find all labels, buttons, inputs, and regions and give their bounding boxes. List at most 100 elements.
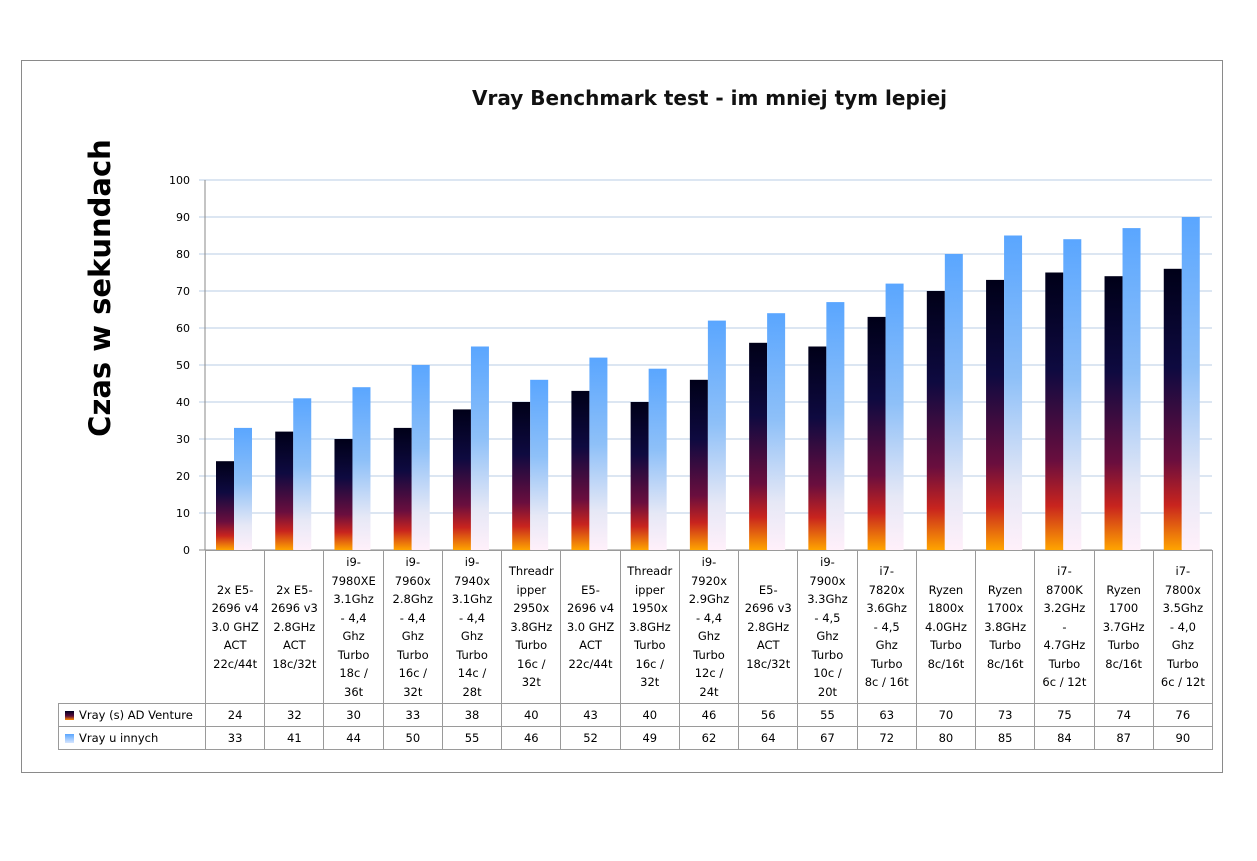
value-cell: 49 <box>619 726 680 750</box>
legend-label: Vray (s) AD Venture <box>79 707 193 722</box>
category-label: i7- 8700K 3.2GHz - 4.7GHz Turbo 6c / 12t <box>1034 550 1095 704</box>
value-cell: 43 <box>560 703 621 727</box>
value-cell: 56 <box>738 703 799 727</box>
y-tick-label: 90 <box>176 211 190 224</box>
bar-u-innych <box>234 427 252 550</box>
y-tick-label: 60 <box>176 322 190 335</box>
y-tick-label: 10 <box>176 507 190 520</box>
legend-entry: Vray u innych <box>58 726 206 750</box>
y-tick-label: 20 <box>176 470 190 483</box>
category-label: Ryzen 1800x 4.0GHz Turbo 8c/16t <box>915 550 977 704</box>
bar-u-innych <box>1063 239 1082 550</box>
value-cell: 70 <box>915 703 977 727</box>
value-cell: 32 <box>264 703 325 727</box>
value-cell: 67 <box>797 726 858 750</box>
value-cell: 33 <box>382 703 443 727</box>
category-label: i9- 7920x 2.9Ghz - 4,4 Ghz Turbo 12c / 2… <box>678 550 740 704</box>
category-label: i9- 7980XE 3.1Ghz - 4,4 Ghz Turbo 18c / … <box>323 550 384 704</box>
y-tick-label: 40 <box>176 396 190 409</box>
value-cell: 40 <box>501 703 562 727</box>
value-cell: 72 <box>856 726 917 750</box>
bar-u-innych <box>944 254 963 550</box>
bar-ad-venture <box>512 402 531 550</box>
value-cell: 85 <box>975 726 1036 750</box>
bar-ad-venture <box>216 461 234 550</box>
category-label: i7- 7800x 3.5Ghz - 4,0 Ghz Turbo 6c / 12… <box>1152 550 1213 704</box>
category-label: Ryzen 1700 3.7GHz Turbo 8c/16t <box>1093 550 1154 704</box>
bar-u-innych <box>767 313 786 550</box>
category-label: Threadr ipper 1950x 3.8GHz Turbo 16c / 3… <box>619 550 680 704</box>
bar-ad-venture <box>926 291 945 550</box>
value-cell: 87 <box>1093 726 1154 750</box>
value-cell: 44 <box>323 726 384 750</box>
value-cell: 24 <box>204 703 266 727</box>
value-cell: 30 <box>323 703 384 727</box>
value-cell: 76 <box>1152 703 1213 727</box>
value-cell: 90 <box>1152 726 1213 750</box>
bar-u-innych <box>352 387 371 550</box>
chart-title: Vray Benchmark test - im mniej tym lepie… <box>472 86 948 110</box>
value-cell: 84 <box>1034 726 1095 750</box>
bar-u-innych <box>470 346 489 550</box>
value-cell: 40 <box>619 703 680 727</box>
value-cell: 46 <box>501 726 562 750</box>
value-cell: 55 <box>441 726 503 750</box>
gridlines <box>199 179 1212 551</box>
bar-ad-venture <box>571 390 590 550</box>
bar-ad-venture <box>986 279 1005 550</box>
bar-u-innych <box>707 320 726 550</box>
legend-swatch <box>65 733 74 743</box>
value-cell: 41 <box>264 726 325 750</box>
bar-u-innych <box>1004 235 1023 550</box>
bar-ad-venture <box>630 402 649 550</box>
category-label: i9- 7900x 3.3Ghz - 4,5 Ghz Turbo 10c / 2… <box>797 550 858 704</box>
value-cell: 73 <box>975 703 1036 727</box>
y-tick-label: 0 <box>183 544 190 557</box>
value-cell: 80 <box>915 726 977 750</box>
bar-u-innych <box>826 302 845 550</box>
data-table: 2x E5- 2696 v4 3.0 GHZ ACT 22c/44t 2x E5-… <box>58 550 1213 750</box>
bar-u-innych <box>648 368 667 550</box>
bar-u-innych <box>293 398 312 550</box>
y-tick-label: 80 <box>176 248 190 261</box>
bar-ad-venture <box>749 342 768 550</box>
y-tick-label: 50 <box>176 359 190 372</box>
bar-ad-venture <box>867 316 886 550</box>
series-row-ad-venture: Vray (s) AD Venture 24 32 30 33 38 40 43 40 46 56… <box>58 703 1213 727</box>
value-cell: 64 <box>738 726 799 750</box>
legend-swatch <box>65 710 74 720</box>
bar-u-innych <box>885 283 904 550</box>
value-cell: 33 <box>204 726 266 750</box>
bar-u-innych <box>589 357 608 550</box>
legend-label: Vray u innych <box>79 730 159 745</box>
category-label: i7- 7820x 3.6Ghz - 4,5 Ghz Turbo 8c / 16… <box>856 550 917 704</box>
value-cell: 62 <box>678 726 740 750</box>
bar-u-innych <box>411 365 430 550</box>
value-cell: 63 <box>856 703 917 727</box>
value-cell: 38 <box>441 703 503 727</box>
category-label: Threadr ipper 2950x 3.8GHz Turbo 16c / 3… <box>501 550 562 704</box>
bar-u-innych <box>1122 228 1141 550</box>
value-cell: 52 <box>560 726 621 750</box>
bar-ad-venture <box>275 431 294 550</box>
bar-ad-venture <box>452 409 471 550</box>
bars <box>216 217 1200 550</box>
value-cell: 50 <box>382 726 443 750</box>
y-tick-labels: 0 10 20 30 40 50 60 70 80 90 100 <box>169 174 190 557</box>
bar-ad-venture <box>1104 276 1123 550</box>
category-label: Ryzen 1700x 3.8GHz Turbo 8c/16t <box>975 550 1036 704</box>
bar-ad-venture <box>1045 272 1064 550</box>
y-tick-label: 100 <box>169 174 190 187</box>
bar-u-innych <box>530 379 549 550</box>
value-cell: 46 <box>678 703 740 727</box>
y-tick-label: 30 <box>176 433 190 446</box>
bar-ad-venture <box>1163 268 1182 550</box>
table-corner <box>59 551 206 704</box>
category-label: 2x E5- 2696 v3 2.8GHz ACT 18c/32t <box>264 550 325 704</box>
bar-ad-venture <box>808 346 827 550</box>
y-tick-label: 70 <box>176 285 190 298</box>
category-label: i9- 7940x 3.1Ghz - 4,4 Ghz Turbo 14c / 2… <box>441 550 503 704</box>
category-label: E5- 2696 v3 2.8GHz ACT 18c/32t <box>738 550 799 704</box>
value-cell: 74 <box>1093 703 1154 727</box>
category-row: 2x E5- 2696 v4 3.0 GHZ ACT 22c/44t 2x E5-… <box>59 550 1213 704</box>
